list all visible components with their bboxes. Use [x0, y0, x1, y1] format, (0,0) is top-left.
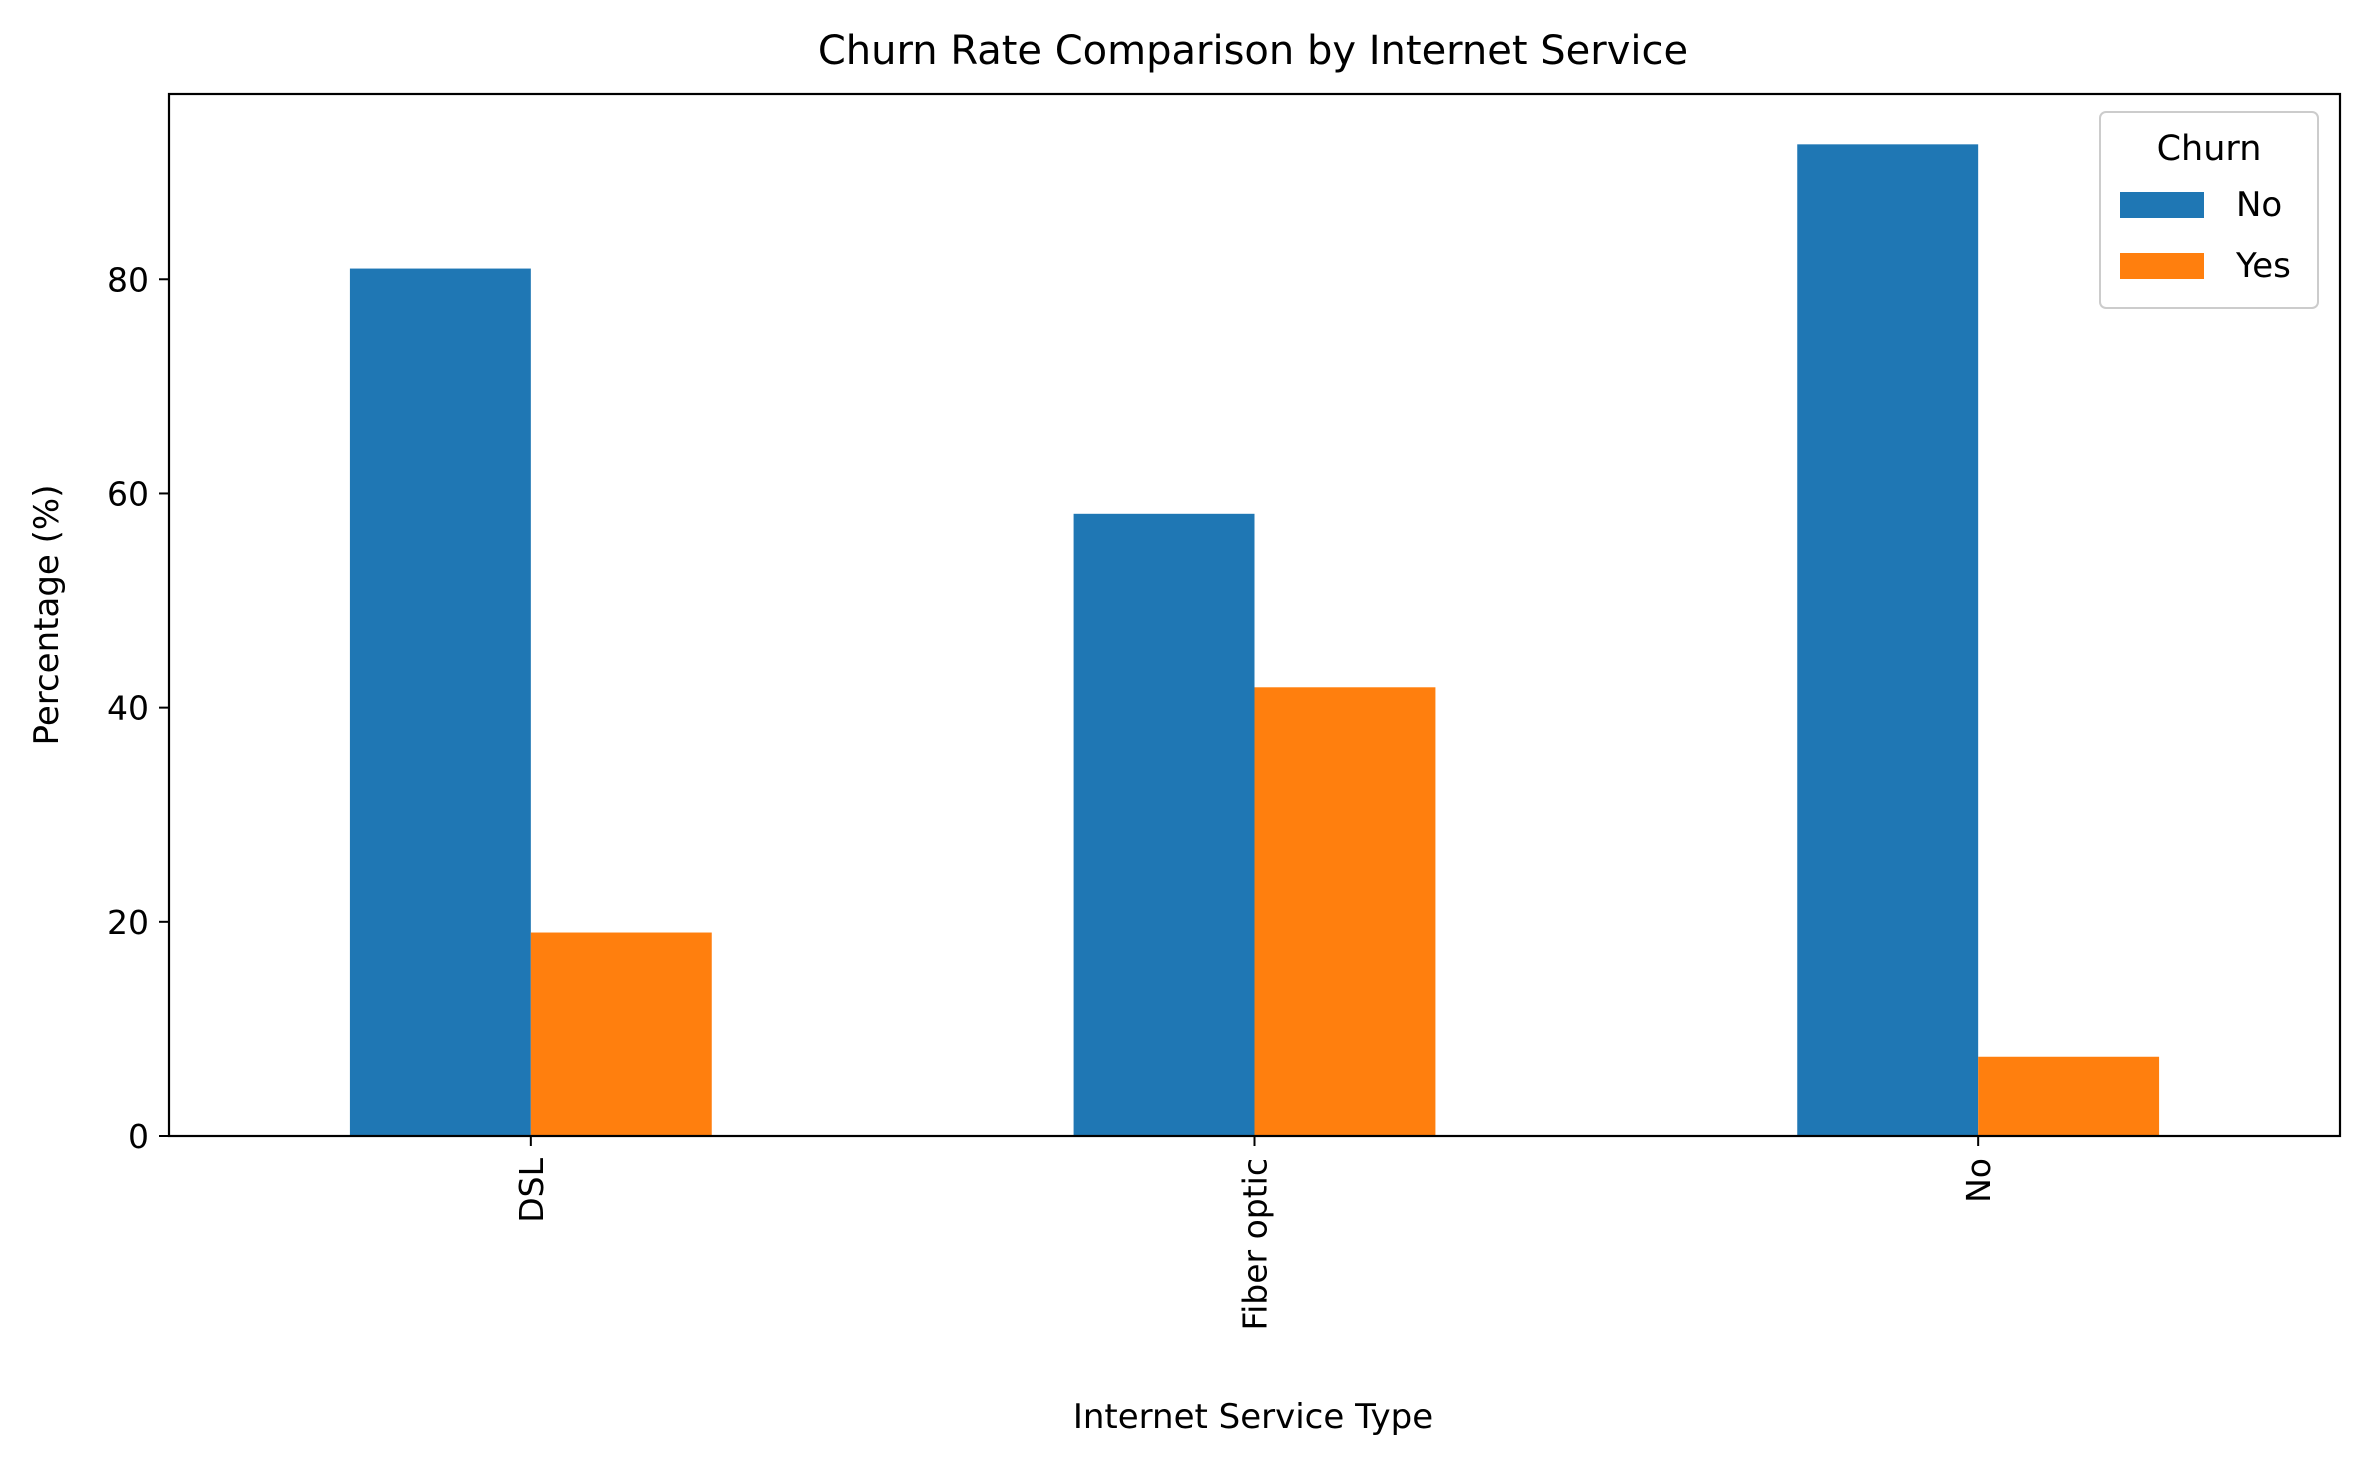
legend: Churn No Yes	[2099, 111, 2319, 309]
bars-layer	[349, 144, 2160, 1136]
bar-fiber-optic-yes	[1254, 687, 1436, 1136]
x-axis-label: Internet Service Type	[1073, 1397, 1433, 1437]
legend-label-no: No	[2236, 185, 2282, 225]
bar-no-no	[1797, 144, 1979, 1136]
legend-swatch-no	[2120, 192, 2204, 218]
bar-dsl-no	[349, 268, 531, 1136]
y-axis: 0 20 40 60 80	[107, 260, 169, 1156]
x-tick-label: No	[1959, 1158, 1998, 1203]
y-tick-label: 60	[107, 474, 149, 513]
bar-dsl-yes	[530, 932, 712, 1136]
x-tick-label: DSL	[512, 1157, 551, 1222]
y-tick-label: 80	[107, 260, 149, 299]
x-tick-label: Fiber optic	[1236, 1158, 1275, 1330]
bar-no-yes	[1978, 1056, 2160, 1136]
chart-title: Churn Rate Comparison by Internet Servic…	[818, 28, 1688, 74]
bar-fiber-optic-no	[1073, 513, 1255, 1136]
legend-swatch-yes	[2120, 253, 2204, 279]
x-axis: DSL Fiber optic No	[512, 1136, 1998, 1330]
y-tick-label: 0	[128, 1117, 149, 1156]
legend-label-yes: Yes	[2235, 246, 2291, 286]
y-tick-label: 40	[107, 689, 149, 728]
y-tick-label: 20	[107, 903, 149, 942]
legend-title: Churn	[2157, 129, 2262, 169]
y-axis-label: Percentage (%)	[27, 485, 67, 746]
